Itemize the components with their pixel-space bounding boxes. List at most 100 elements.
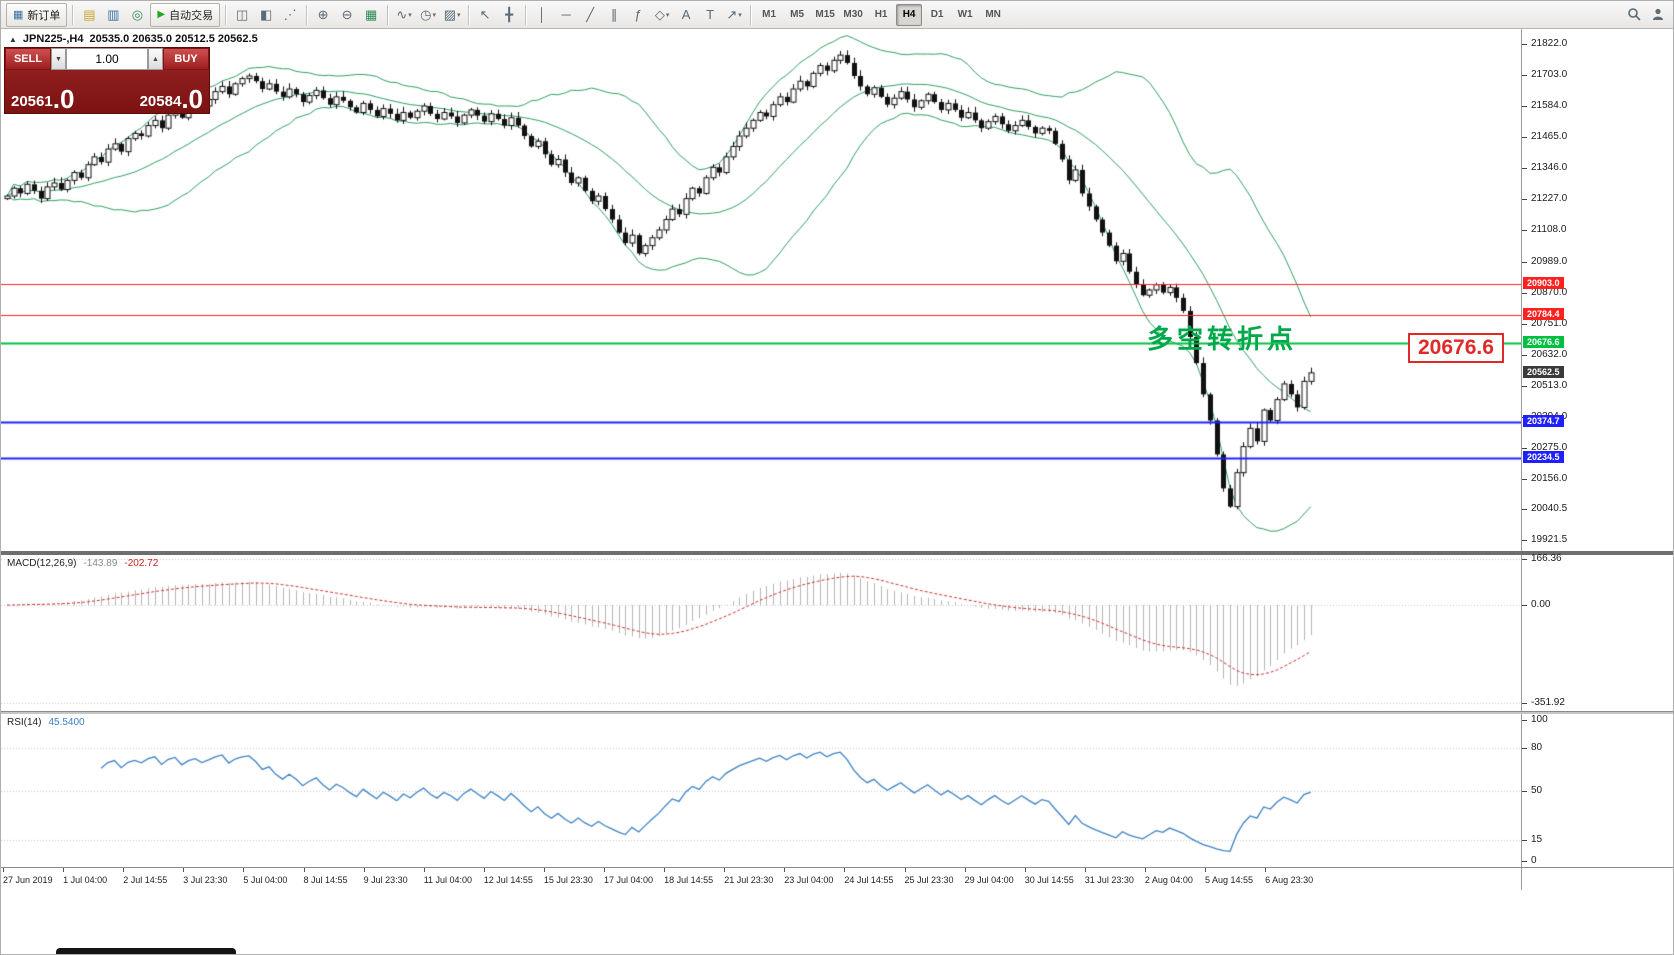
zoom-out-icon[interactable]: ⊖ — [341, 6, 353, 22]
time-axis-label: 8 Jul 14:55 — [303, 875, 348, 885]
candle-chart-icon[interactable]: ◧ — [259, 6, 273, 22]
market-watch-icon[interactable]: ▥ — [107, 6, 120, 22]
volume-input[interactable] — [67, 49, 147, 69]
timeframe-mn[interactable]: MN — [985, 9, 1001, 20]
timeframe-m5[interactable]: M5 — [790, 9, 805, 20]
panel-separator[interactable] — [1, 711, 1673, 714]
time-axis-label: 29 Jul 04:00 — [964, 875, 1014, 885]
indicators-icon[interactable]: ∿ ▾ — [396, 6, 412, 22]
axis-tick-mark — [1522, 137, 1527, 139]
tile-windows-icon[interactable]: ▦ — [364, 6, 378, 22]
time-axis[interactable]: 27 Jun 2019 1 Jul 04:00 2 Jul 14:55 3 Jul 2… — [1, 868, 1521, 890]
timeframe-w1[interactable]: W1 — [957, 9, 973, 20]
time-tick-mark — [1024, 868, 1026, 872]
time-tick-mark — [904, 868, 906, 872]
time-axis-label: 2 Jul 14:55 — [123, 875, 168, 885]
price-callout-box: 20676.6 — [1408, 333, 1504, 363]
volume-down-stepper[interactable]: ▼ — [51, 48, 66, 70]
timeframe-h1[interactable]: H1 — [874, 9, 888, 20]
rsi-panel[interactable] — [1, 714, 1521, 867]
templates-icon[interactable]: ▨ ▾ — [443, 6, 461, 22]
navigator-icon[interactable]: ◎ — [131, 6, 144, 22]
horizontal-line-icon[interactable]: ─ — [561, 7, 571, 22]
time-tick-mark — [1265, 868, 1267, 872]
toolbar-separator — [525, 4, 527, 25]
toolbar-separator — [306, 4, 308, 25]
axis-tick-mark — [1522, 106, 1527, 108]
price-line-tag: 20234.5 — [1523, 451, 1564, 464]
sell-price-int: 20561 — [11, 93, 53, 110]
timeframe-d1[interactable]: D1 — [930, 9, 944, 20]
buy-button[interactable]: BUY — [163, 48, 209, 70]
buy-price-dec: .0 — [181, 84, 203, 115]
arrows-icon[interactable]: ↗ ▾ — [726, 6, 742, 22]
timeframe-m15[interactable]: M15 — [815, 9, 835, 20]
toolbar-separator — [225, 4, 227, 25]
price-axis-label: 21108.0 — [1531, 224, 1567, 236]
text-icon[interactable]: A — [681, 7, 691, 22]
chart-annotation-text: 多空转折点 — [1147, 324, 1298, 354]
price-line-tag: 20903.0 — [1523, 276, 1564, 289]
new-order-button[interactable]: ▦ 新订单 — [6, 2, 68, 27]
price-axis[interactable]: 21822.0 21703.0 21584.0 21465.0 21346.0 21227… — [1522, 29, 1673, 551]
main-price-chart[interactable] — [1, 29, 1521, 551]
vertical-line-icon[interactable]: │ — [538, 7, 547, 22]
trendline-icon[interactable]: ╱ — [586, 6, 595, 22]
price-axis-label: 20275.0 — [1531, 441, 1568, 453]
rsi-indicator-label: RSI(14) 45.5400 — [7, 717, 85, 728]
timeframe-m30[interactable]: M30 — [843, 9, 863, 20]
time-axis-label: 2 Aug 04:00 — [1144, 875, 1193, 885]
timeframe-h4[interactable]: H4 — [896, 3, 923, 26]
axis-border — [1521, 29, 1522, 890]
volume-up-stepper[interactable]: ▲ — [148, 48, 163, 70]
buy-price[interactable]: 20584 .0 — [140, 84, 203, 115]
periods-icon[interactable]: ◷ ▾ — [420, 6, 437, 22]
shapes-icon[interactable]: ◇ ▾ — [654, 6, 670, 22]
price-axis-label: 20751.0 — [1531, 317, 1568, 329]
autotrade-button[interactable]: ▶ 自动交易 — [150, 2, 221, 27]
timeframe-m1[interactable]: M1 — [762, 9, 777, 20]
user-icon[interactable] — [1651, 7, 1665, 26]
dropdown-icon: ▾ — [457, 11, 461, 19]
time-axis-label: 12 Jul 14:55 — [483, 875, 533, 885]
profiles-icon[interactable]: ▤ — [83, 6, 96, 22]
sell-price[interactable]: 20561 .0 — [11, 86, 74, 112]
bar-chart-icon[interactable]: ◫ — [235, 6, 249, 22]
cursor-icon[interactable]: ↖ — [479, 6, 491, 22]
macd-indicator-label: MACD(12,26,9) -143.89 -202.72 — [7, 558, 158, 569]
rsi-name: RSI(14) — [7, 717, 42, 728]
time-tick-mark — [483, 868, 485, 872]
axis-tick-mark — [1522, 605, 1527, 607]
axis-tick-mark — [1522, 261, 1527, 263]
axis-tick-mark — [1522, 385, 1527, 387]
volume-field-wrap — [66, 48, 148, 70]
text-label-icon[interactable]: T — [706, 7, 715, 22]
toolbar-right-icons — [1627, 7, 1665, 26]
axis-tick-mark — [1522, 748, 1527, 750]
axis-tick-mark — [1522, 703, 1527, 705]
line-chart-icon[interactable]: ⋰ — [283, 6, 297, 22]
macd-panel[interactable] — [1, 555, 1521, 711]
time-tick-mark — [604, 868, 605, 872]
crosshair-icon[interactable]: ╋ — [505, 6, 514, 22]
zoom-in-icon[interactable]: ⊕ — [317, 6, 329, 22]
time-tick-mark — [664, 868, 666, 872]
time-tick-mark — [543, 868, 545, 872]
time-tick-mark — [784, 868, 786, 872]
time-tick-mark — [123, 868, 125, 872]
price-axis-label: 21346.0 — [1531, 162, 1568, 174]
search-icon[interactable] — [1627, 7, 1641, 26]
macd-main-value: -143.89 — [83, 558, 118, 569]
panel-separator[interactable] — [1, 551, 1673, 555]
fibonacci-icon[interactable]: ƒ — [634, 7, 642, 22]
time-tick-mark — [303, 868, 305, 872]
axis-tick-mark — [1522, 168, 1527, 170]
panel-separator — [1, 867, 1673, 868]
chart-collapse-icon[interactable]: ▲ — [9, 34, 17, 44]
time-tick-mark — [243, 868, 245, 872]
channel-icon[interactable]: ∥ — [610, 6, 618, 22]
toolbar-separator — [750, 4, 752, 25]
one-click-trading-panel: SELL ▼ ▲ BUY 20561 .0 20584 .0 — [4, 47, 210, 114]
sell-button[interactable]: SELL — [5, 48, 51, 70]
price-axis-label: 20989.0 — [1531, 255, 1568, 267]
